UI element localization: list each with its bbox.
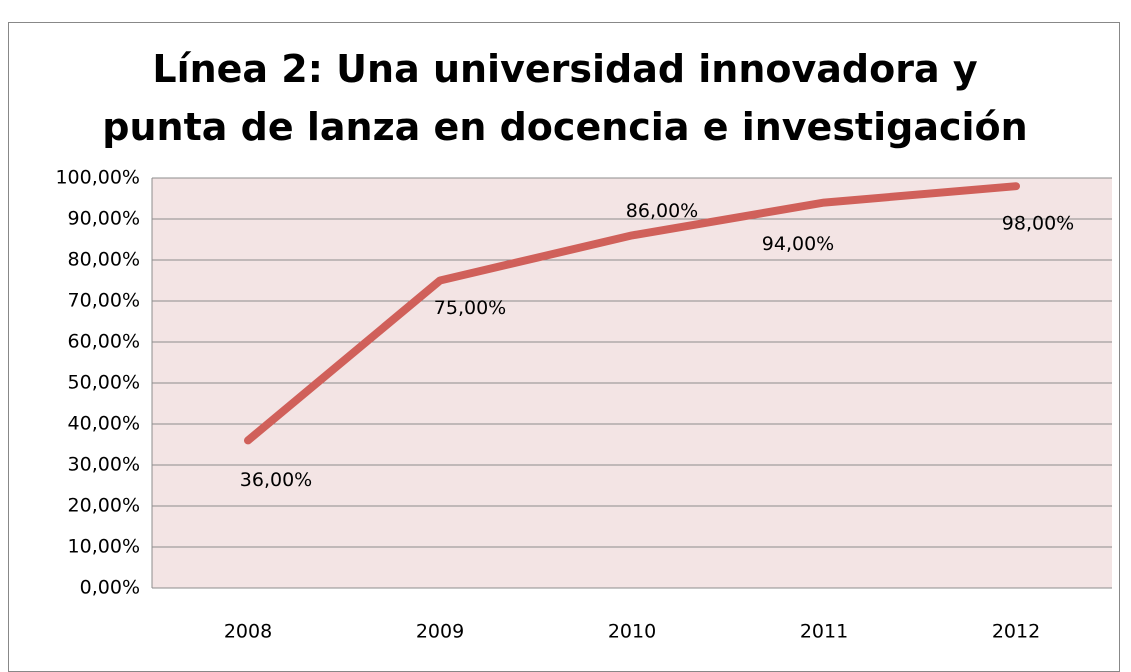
data-label: 98,00% [1002, 213, 1074, 235]
y-tick-label: 10,00% [68, 536, 140, 558]
data-label: 36,00% [240, 469, 312, 491]
y-tick-label: 30,00% [68, 454, 140, 476]
y-tick-label: 70,00% [68, 290, 140, 312]
y-tick-label: 20,00% [68, 495, 140, 517]
y-tick-label: 50,00% [68, 372, 140, 394]
y-tick-label: 40,00% [68, 413, 140, 435]
x-tick-label: 2009 [416, 621, 464, 643]
data-label: 75,00% [434, 297, 506, 319]
x-tick-label: 2011 [800, 621, 848, 643]
chart-title: Línea 2: Una universidad innovadora y pu… [102, 47, 1028, 149]
x-tick-label: 2008 [224, 621, 272, 643]
x-tick-label: 2012 [992, 621, 1040, 643]
data-label: 86,00% [626, 200, 698, 222]
y-tick-label: 100,00% [55, 167, 140, 189]
y-tick-label: 60,00% [68, 331, 140, 353]
y-tick-label: 80,00% [68, 249, 140, 271]
line [244, 182, 1020, 445]
x-tick-label: 2010 [608, 621, 656, 643]
y-tick-label: 90,00% [68, 208, 140, 230]
data-label: 94,00% [762, 233, 834, 255]
y-tick-label: 0,00% [80, 577, 140, 599]
